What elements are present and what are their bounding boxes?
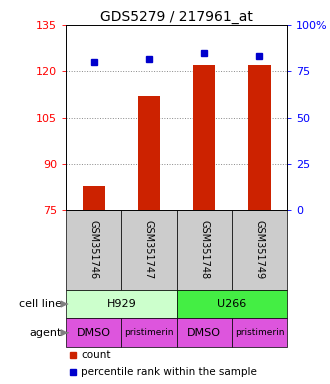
Text: count: count — [82, 350, 111, 360]
Text: cell line: cell line — [18, 299, 62, 309]
Text: DMSO: DMSO — [77, 328, 111, 338]
Title: GDS5279 / 217961_at: GDS5279 / 217961_at — [100, 10, 253, 24]
Bar — [121, 210, 177, 290]
Bar — [232, 318, 287, 347]
Bar — [66, 318, 121, 347]
Bar — [232, 210, 287, 290]
Text: GSM351748: GSM351748 — [199, 220, 209, 280]
Bar — [193, 65, 215, 210]
Bar — [121, 318, 177, 347]
Text: agent: agent — [29, 328, 62, 338]
Text: GSM351749: GSM351749 — [254, 220, 264, 280]
Text: DMSO: DMSO — [187, 328, 221, 338]
Bar — [177, 318, 232, 347]
Text: percentile rank within the sample: percentile rank within the sample — [82, 367, 257, 377]
Bar — [248, 65, 271, 210]
Bar — [138, 96, 160, 210]
Text: GSM351746: GSM351746 — [89, 220, 99, 280]
Text: pristimerin: pristimerin — [235, 328, 284, 337]
Text: H929: H929 — [106, 299, 136, 309]
Text: U266: U266 — [217, 299, 247, 309]
Text: pristimerin: pristimerin — [124, 328, 174, 337]
Text: GSM351747: GSM351747 — [144, 220, 154, 280]
Bar — [177, 210, 232, 290]
Bar — [82, 185, 105, 210]
Bar — [66, 210, 121, 290]
Bar — [66, 290, 177, 318]
Bar — [177, 290, 287, 318]
